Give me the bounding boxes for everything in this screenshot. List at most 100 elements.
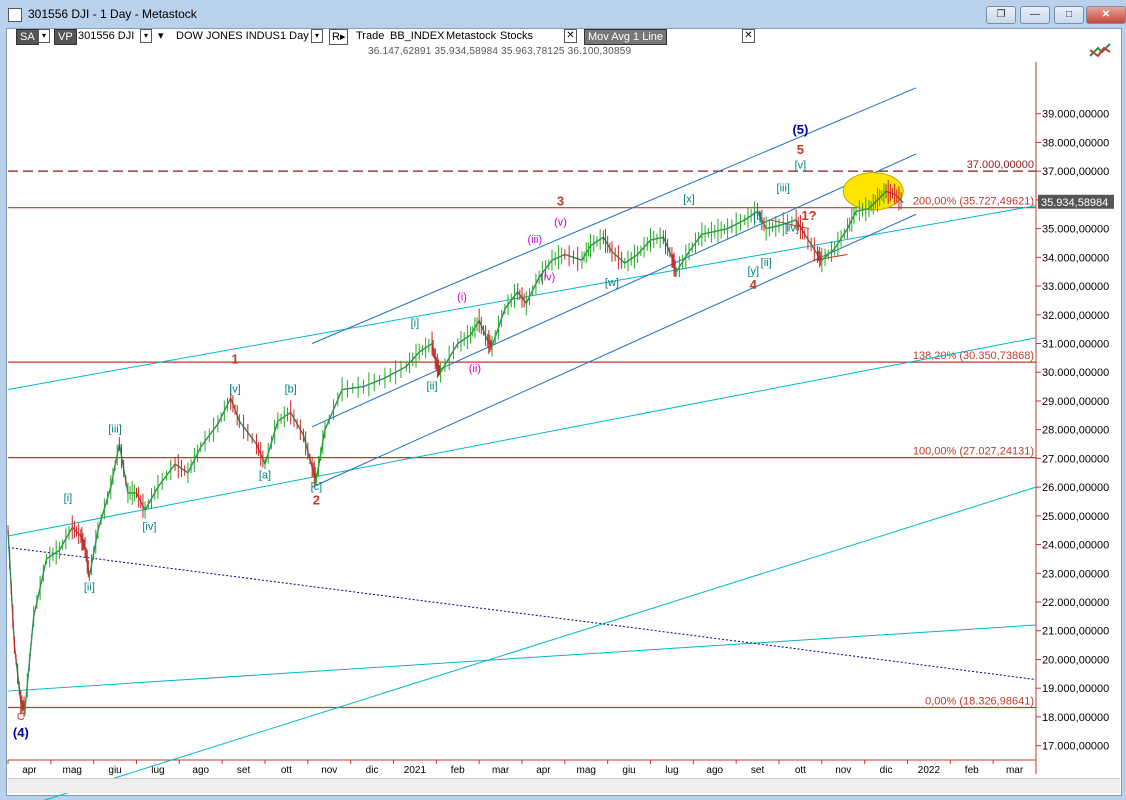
fib-level-label: 138,20% (30.350,73868) <box>913 350 1034 362</box>
trend-line <box>7 546 1037 681</box>
x-tick-label: apr <box>22 765 37 776</box>
indicator-label[interactable]: Mov Avg 1 Line <box>584 29 668 45</box>
restore-button[interactable]: ❐ <box>986 6 1016 24</box>
y-tick-label: 24.000,00000 <box>1042 540 1109 552</box>
vp-button[interactable]: VP <box>54 29 77 45</box>
y-tick-label: 33.000,00000 <box>1042 281 1109 293</box>
y-tick-label: 28.000,00000 <box>1042 425 1109 437</box>
wave-label: 1? <box>801 208 816 223</box>
x-tick-label: ott <box>281 765 292 776</box>
y-tick-label: 34.000,00000 <box>1042 252 1109 264</box>
x-tick-label: 2021 <box>404 765 427 776</box>
x-tick-label: feb <box>965 765 979 776</box>
fib-level-label: 0,00% (18.326,98641) <box>925 696 1034 708</box>
y-tick-label: 39.000,00000 <box>1042 109 1109 121</box>
x-tick-label: 2022 <box>918 765 941 776</box>
x-tick-label: lug <box>151 765 164 776</box>
y-tick-label: 20.000,00000 <box>1042 654 1109 666</box>
ohlc-readout: 36.147,62891 35.934,58984 35.963,78125 3… <box>368 46 632 57</box>
last-price-box <box>1038 194 1114 209</box>
y-tick-label: 23.000,00000 <box>1042 568 1109 580</box>
wave-label: [v] <box>229 383 241 395</box>
close-chart-icon[interactable]: ✕ <box>742 29 755 43</box>
x-tick-label: ott <box>795 765 806 776</box>
wave-label: [c] <box>311 481 323 493</box>
sa-dropdown-icon[interactable]: ▾ <box>38 29 50 43</box>
trend-line <box>311 153 917 428</box>
chart-tools-icon[interactable] <box>1088 38 1114 60</box>
y-tick-label: 35.000,00000 <box>1042 224 1109 236</box>
wave-label: [iv] <box>142 521 156 533</box>
minimize-button[interactable]: — <box>1020 6 1050 24</box>
wave-label: (iv) <box>540 271 555 283</box>
wave-label: C <box>17 711 25 723</box>
close-button[interactable]: ✕ <box>1086 6 1126 24</box>
x-tick-label: apr <box>536 765 551 776</box>
wave-label: [i] <box>64 492 73 504</box>
y-tick-label: 25.000,00000 <box>1042 511 1109 523</box>
fib-level-label: 200,00% (35.727,49621) <box>913 196 1034 208</box>
wave-label: 3 <box>557 194 564 209</box>
trade-label: Trade <box>356 30 385 42</box>
x-tick-label: dic <box>366 765 379 776</box>
x-tick-label: mag <box>577 765 596 776</box>
plot-area <box>8 62 1036 760</box>
wave-label: [ii] <box>761 257 772 269</box>
x-tick-label: ago <box>192 765 209 776</box>
close-indicator-icon[interactable]: ✕ <box>564 29 577 43</box>
fib-level-label: 37.000,00000 <box>967 159 1034 171</box>
x-tick-label: feb <box>451 765 465 776</box>
x-tick-label: nov <box>321 765 337 776</box>
y-tick-label: 38.000,00000 <box>1042 137 1109 149</box>
x-tick-label: mag <box>63 765 82 776</box>
horizontal-scrollbar[interactable] <box>8 778 1120 793</box>
wave-label: (ii) <box>469 363 481 375</box>
period-dropdown-icon[interactable]: ▾ <box>311 29 323 43</box>
trend-line <box>7 337 1037 537</box>
index-label: BB_INDEX <box>390 30 445 42</box>
wave-label: 5 <box>797 142 804 157</box>
r-label: R <box>332 31 340 43</box>
wave-label: (v) <box>554 217 567 229</box>
maximize-button[interactable]: □ <box>1054 6 1084 24</box>
wave-label: [i] <box>753 211 762 223</box>
x-tick-label: giu <box>108 765 121 776</box>
sa-button[interactable]: SA <box>16 29 39 45</box>
symbol-dropdown-icon[interactable]: ▾ <box>140 29 152 43</box>
x-tick-label: dic <box>880 765 893 776</box>
wave-label: [y] <box>747 266 759 278</box>
security-dropdown-icon[interactable]: ▾ <box>156 29 166 43</box>
wave-label: (4) <box>13 725 29 740</box>
trend-line <box>311 87 917 344</box>
app-icon <box>8 8 22 22</box>
y-tick-label: 37.000,00000 <box>1042 166 1109 178</box>
period-label: 1 Day <box>280 30 309 42</box>
x-tick-label: set <box>751 765 765 776</box>
symbol-label: 301556 DJI <box>78 30 135 42</box>
x-tick-label: nov <box>835 765 851 776</box>
y-tick-label: 26.000,00000 <box>1042 482 1109 494</box>
wave-label: (iii) <box>528 234 543 246</box>
y-tick-label: 21.000,00000 <box>1042 626 1109 638</box>
wave-label: 2 <box>313 492 320 507</box>
y-tick-label: 19.000,00000 <box>1042 683 1109 695</box>
y-tick-label: 22.000,00000 <box>1042 597 1109 609</box>
wave-label: [b] <box>285 383 297 395</box>
wave-label: [i] <box>411 317 420 329</box>
y-tick-label: 29.000,00000 <box>1042 396 1109 408</box>
wave-label: [ii] <box>84 582 95 594</box>
y-tick-label: 27.000,00000 <box>1042 453 1109 465</box>
wave-label: (i) <box>457 291 467 303</box>
x-tick-label: lug <box>665 765 678 776</box>
window-title: 301556 DJI - 1 Day - Metastock <box>28 7 197 21</box>
fib-level-label: 100,00% (27.027,24131) <box>913 446 1034 458</box>
stocks-label: Stocks <box>500 30 534 42</box>
last-price-label: 35.934,58984 <box>1041 197 1108 209</box>
r-button[interactable]: R▸ <box>329 29 349 45</box>
wave-label: [iii] <box>777 182 790 194</box>
wave-label: [w] <box>605 277 619 289</box>
y-tick-label: 30.000,00000 <box>1042 367 1109 379</box>
wave-label: [x] <box>683 194 695 206</box>
x-tick-label: set <box>237 765 251 776</box>
